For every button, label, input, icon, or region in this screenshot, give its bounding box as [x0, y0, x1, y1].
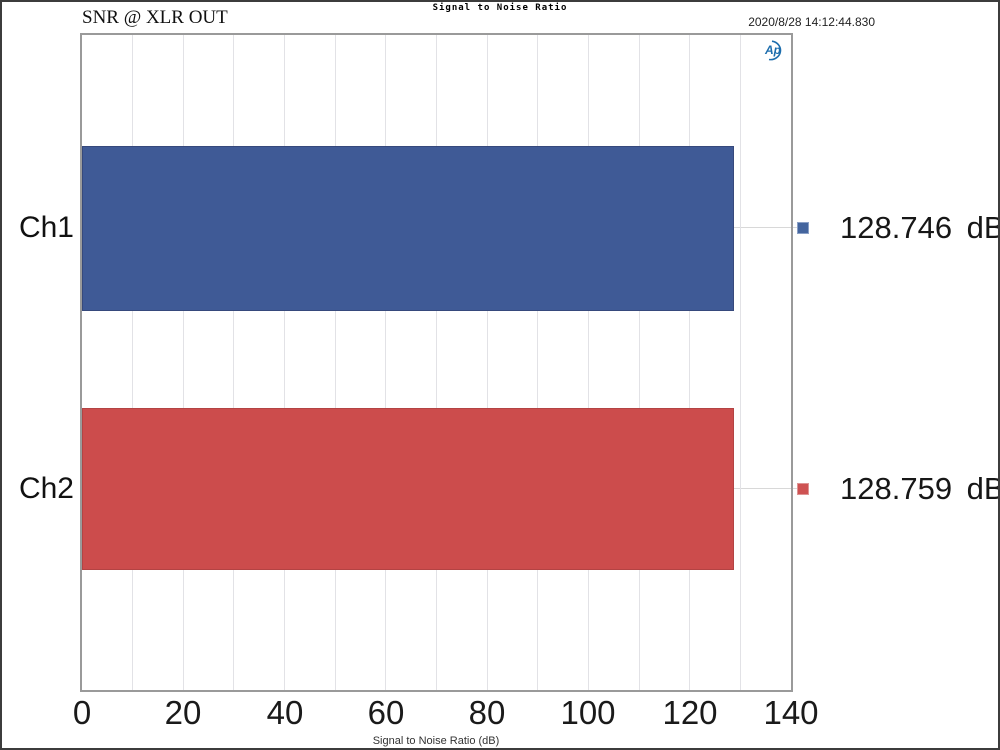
- gridline: [335, 35, 336, 690]
- x-axis-label: Signal to Noise Ratio (dB): [372, 735, 500, 747]
- legend-marker-ch1: [797, 222, 809, 234]
- value-label-ch1: 128.746 dB: [840, 210, 1000, 245]
- x-tick-120: 120: [662, 694, 718, 731]
- gridline: [588, 35, 589, 690]
- bar-ch2: [82, 408, 734, 570]
- gridline: [284, 35, 285, 690]
- gridline: [740, 35, 741, 690]
- category-label-ch1: Ch1: [18, 211, 74, 244]
- timestamp: 2020/8/28 14:12:44.830: [748, 15, 875, 29]
- audio-precision-logo-icon: Ap: [760, 38, 788, 61]
- bar-ch1: [82, 146, 734, 311]
- x-tick-60: 60: [367, 694, 405, 731]
- gridline: [487, 35, 488, 690]
- gridline: [436, 35, 437, 690]
- svg-text:Ap: Ap: [764, 43, 781, 57]
- gridline: [233, 35, 234, 690]
- value-label-ch2: 128.759 dB: [840, 471, 1000, 506]
- x-tick-0: 0: [72, 694, 92, 731]
- legend-marker-ch2: [797, 483, 809, 495]
- x-tick-140: 140: [763, 694, 819, 731]
- gridline: [132, 35, 133, 690]
- x-tick-80: 80: [468, 694, 506, 731]
- chart-title: SNR @ XLR OUT: [82, 7, 228, 28]
- gridline: [183, 35, 184, 690]
- category-label-ch2: Ch2: [18, 472, 74, 505]
- report-title: Signal to Noise Ratio: [432, 3, 568, 13]
- plot-area: [80, 33, 793, 692]
- gridline: [689, 35, 690, 690]
- x-tick-20: 20: [164, 694, 202, 731]
- x-tick-100: 100: [560, 694, 616, 731]
- x-tick-40: 40: [266, 694, 304, 731]
- gridline: [537, 35, 538, 690]
- gridline: [385, 35, 386, 690]
- gridline: [639, 35, 640, 690]
